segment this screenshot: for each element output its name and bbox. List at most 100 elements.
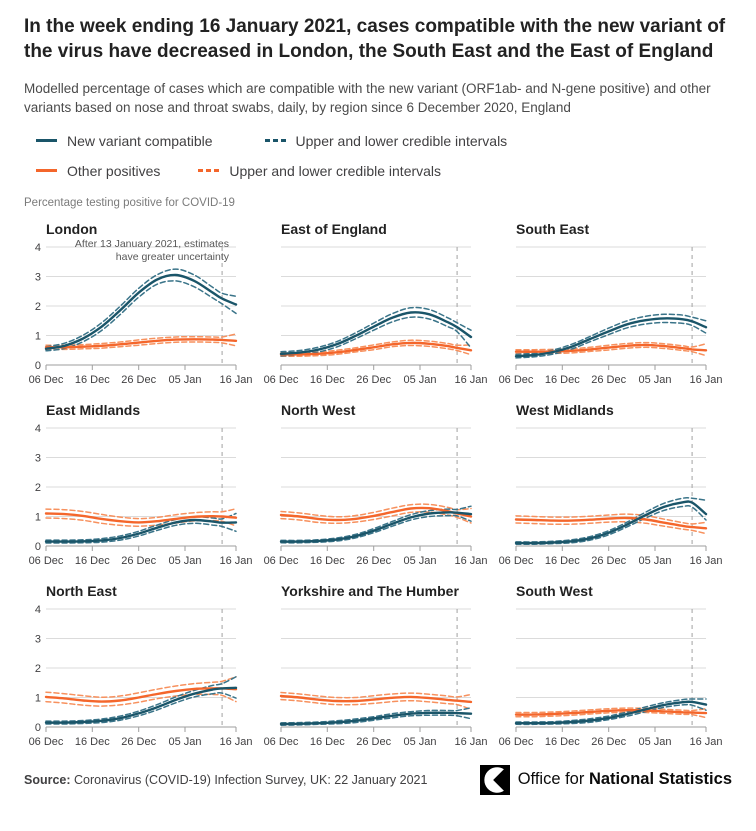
region-plot: 06 Dec 16 Dec 26 Dec 05 Jan 16 Jan: [499, 427, 723, 567]
y-axis-caption: Percentage testing positive for COVID-19: [24, 196, 235, 209]
other-positives-lower-interval-line: [45, 340, 237, 350]
legend-item-new-variant-intervals: Upper and lower credible intervals: [264, 133, 507, 149]
other-positives-upper-interval-line: [515, 707, 707, 713]
x-tick-label: 06 Dec: [29, 374, 64, 386]
y-tick-label: 2: [35, 482, 41, 494]
region-chart-title: East of England: [281, 220, 387, 237]
other-positives-lower-interval-line: [280, 344, 472, 357]
x-tick-label: 05 Jan: [638, 736, 671, 748]
dashed-orange-line-swatch: [198, 169, 220, 173]
source-text: Coronavirus (COVID-19) Infection Survey,…: [70, 772, 428, 787]
other-positives-upper-interval-line: [45, 675, 237, 698]
new-variant-line: [514, 700, 708, 725]
x-tick-label: 05 Jan: [403, 736, 436, 748]
x-tick-label: 06 Dec: [29, 555, 64, 567]
other-positives-upper-interval-line: [280, 691, 472, 699]
source-label: Source:: [24, 772, 71, 787]
x-tick-label: 16 Jan: [454, 555, 487, 567]
legend-label: Other positives: [67, 162, 161, 179]
y-tick-label: 0: [35, 541, 41, 553]
other-positives-lower-interval-line: [45, 693, 237, 707]
x-tick-label: 26 Dec: [121, 374, 156, 386]
x-tick-label: 16 Jan: [219, 736, 252, 748]
new-variant-upper-interval-line: [45, 268, 237, 348]
y-tick-label: 0: [35, 722, 41, 734]
other-positives-lower-interval-line: [515, 711, 707, 719]
new-variant-lower-interval-line: [515, 321, 707, 359]
region-chart-east-midlands: East Midlands 0 1 2 3 4 06 Dec 16 Dec 26 Dec 05 J…: [24, 402, 259, 574]
page-subtitle: Modelled percentage of cases which are c…: [24, 80, 711, 115]
new-variant-lower-interval-line: [280, 315, 472, 357]
region-plot: 06 Dec 16 Dec 26 Dec 05 Jan 16 Jan: [499, 246, 723, 386]
y-tick-label: 3: [35, 633, 41, 645]
x-tick-label: 06 Dec: [29, 736, 64, 748]
x-tick-label: 16 Dec: [75, 736, 110, 748]
new-variant-line: [44, 273, 238, 350]
region-chart-south-west: South West 06 Dec 16 Dec 26 Dec 05 Jan 16 Jan: [494, 583, 729, 755]
new-variant-line: [279, 510, 473, 543]
region-plot: 06 Dec 16 Dec 26 Dec 05 Jan 16 Jan: [499, 608, 723, 748]
other-positives-line: [514, 516, 708, 530]
x-tick-label: 16 Dec: [310, 555, 345, 567]
x-tick-label: 16 Dec: [545, 736, 580, 748]
new-variant-line: [44, 518, 238, 543]
new-variant-upper-interval-line: [45, 512, 237, 541]
x-tick-label: 06 Dec: [499, 555, 534, 567]
x-tick-label: 05 Jan: [403, 555, 436, 567]
source-note: Source: Coronavirus (COVID-19) Infection…: [24, 773, 427, 787]
y-tick-label: 1: [35, 330, 41, 342]
x-tick-label: 05 Jan: [403, 374, 436, 386]
x-tick-label: 05 Jan: [168, 555, 201, 567]
y-tick-label: 3: [35, 452, 41, 464]
ons-logo-text-bold: National Statistics: [588, 770, 732, 789]
region-chart-south-east: South East 06 Dec 16 Dec 26 Dec 05 Jan 16 Jan: [494, 221, 729, 393]
x-tick-label: 26 Dec: [121, 555, 156, 567]
other-positives-upper-interval-line: [515, 513, 707, 525]
new-variant-lower-interval-line: [45, 279, 237, 352]
x-tick-label: 16 Jan: [689, 555, 722, 567]
x-tick-label: 06 Dec: [264, 374, 299, 386]
new-variant-upper-interval-line: [45, 675, 237, 722]
ons-logo: Office for National Statistics: [479, 764, 732, 795]
x-tick-label: 16 Dec: [310, 736, 345, 748]
region-chart-north-west: North West 06 Dec 16 Dec 26 Dec 05 Jan 16 Jan: [259, 402, 494, 574]
x-tick-label: 16 Dec: [75, 555, 110, 567]
x-tick-label: 26 Dec: [591, 555, 626, 567]
y-tick-label: 4: [35, 242, 41, 254]
y-tick-label: 2: [35, 301, 41, 313]
new-variant-line: [279, 310, 473, 355]
region-plot: 0 1 2 3 4 06 Dec 16 Dec 26 Dec 05 Jan 16 Jan: [29, 423, 253, 567]
region-chart-title: Yorkshire and The Humber: [281, 582, 459, 599]
y-tick-label: 0: [35, 360, 41, 372]
new-variant-line: [514, 316, 708, 358]
x-tick-label: 16 Jan: [219, 555, 252, 567]
region-chart-title: South East: [516, 220, 590, 237]
solid-dark-line-swatch: [36, 139, 57, 143]
x-tick-label: 06 Dec: [264, 555, 299, 567]
region-chart-west-midlands: West Midlands 06 Dec 16 Dec 26 Dec 05 Jan 16 …: [494, 402, 729, 574]
other-positives-lower-interval-line: [515, 520, 707, 535]
new-variant-upper-interval-line: [280, 306, 472, 353]
other-positives-upper-interval-line: [45, 507, 237, 520]
other-positives-line: [514, 708, 708, 716]
y-tick-label: 4: [35, 423, 41, 435]
ons-logo-icon: [479, 764, 510, 795]
region-plot: 06 Dec 16 Dec 26 Dec 05 Jan 16 Jan: [264, 608, 488, 748]
dashed-dark-line-swatch: [264, 139, 286, 143]
x-tick-label: 16 Jan: [689, 374, 722, 386]
x-tick-label: 26 Dec: [356, 736, 391, 748]
region-chart-title: West Midlands: [516, 401, 614, 418]
region-chart-north-east: North East 0 1 2 3 4 06 Dec 16 Dec 26 Dec 05 Jan 1…: [24, 583, 259, 755]
x-tick-label: 26 Dec: [121, 736, 156, 748]
x-tick-label: 26 Dec: [356, 555, 391, 567]
region-chart-title: North West: [281, 401, 356, 418]
x-tick-label: 16 Dec: [75, 374, 110, 386]
new-variant-lower-interval-line: [45, 522, 237, 544]
y-tick-label: 2: [35, 663, 41, 675]
y-tick-label: 1: [35, 511, 41, 523]
solid-orange-line-swatch: [36, 169, 57, 173]
other-positives-line: [279, 694, 473, 703]
legend-row-new-variant: New variant compatible Upper and lower c…: [36, 133, 732, 149]
x-tick-label: 05 Jan: [638, 374, 671, 386]
region-chart-title: South West: [516, 582, 593, 599]
